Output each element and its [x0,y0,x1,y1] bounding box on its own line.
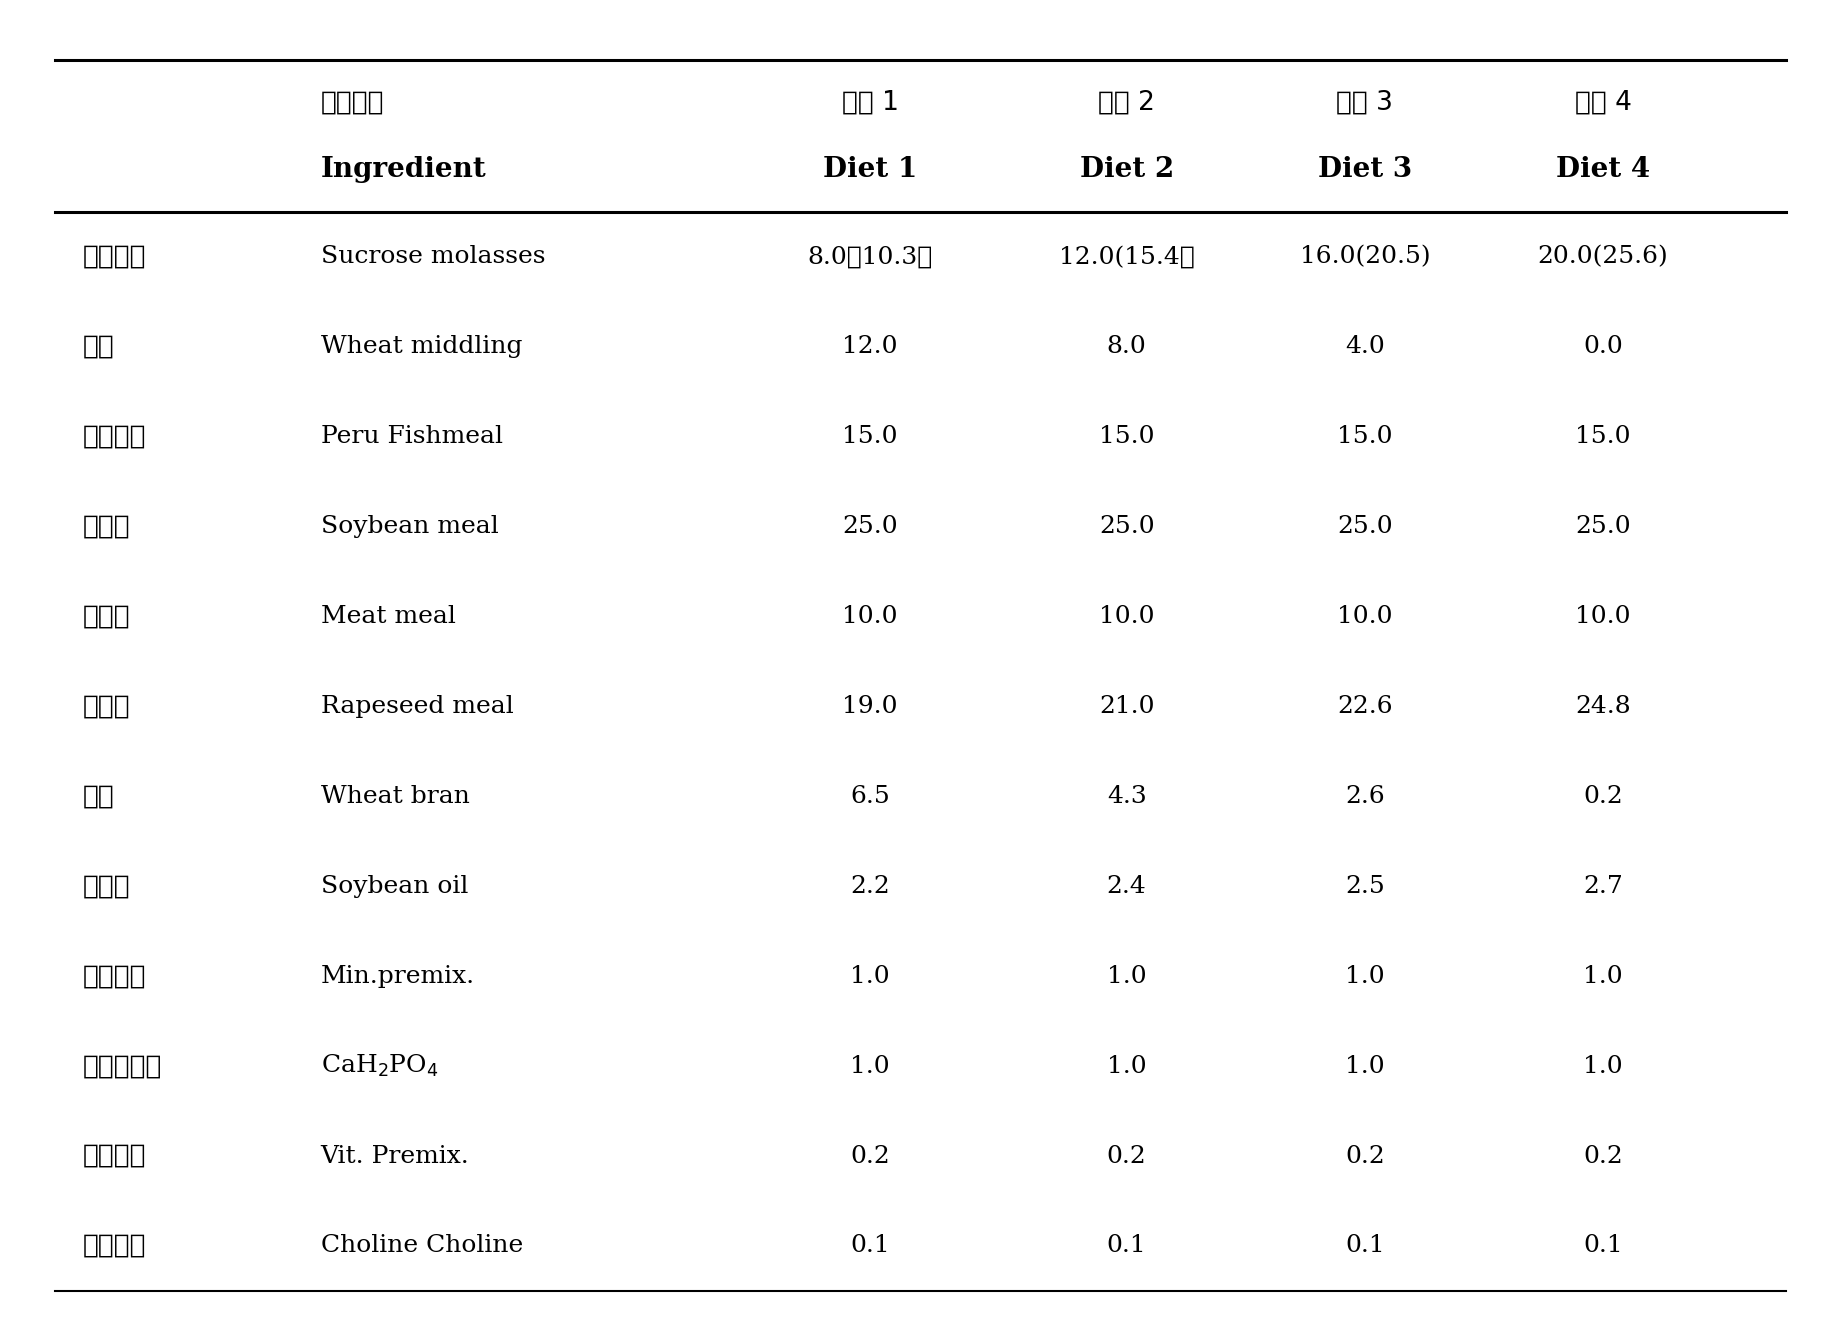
Text: 0.2: 0.2 [1583,1144,1623,1168]
Text: 2.5: 2.5 [1345,875,1385,898]
Text: 15.0: 15.0 [843,425,898,448]
Text: 0.1: 0.1 [850,1234,890,1258]
Text: 25.0: 25.0 [843,515,898,538]
Text: 20.0(25.6): 20.0(25.6) [1537,245,1669,269]
Text: 10.0: 10.0 [1576,605,1630,628]
Text: 秘鲁鱼粉: 秘鲁鱼粉 [82,424,147,450]
Text: 复合矿物: 复合矿物 [82,963,147,989]
Text: 0.2: 0.2 [850,1144,890,1168]
Text: 1.0: 1.0 [850,965,890,988]
Text: Peru Fishmeal: Peru Fishmeal [321,425,502,448]
Text: 1.0: 1.0 [1345,965,1385,988]
Text: Diet 2: Diet 2 [1079,156,1174,183]
Text: 0.1: 0.1 [1345,1234,1385,1258]
Text: 麦麸: 麦麸 [82,784,114,809]
Text: 日粮 3: 日粮 3 [1336,89,1394,115]
Text: 1.0: 1.0 [1583,965,1623,988]
Text: 复合多维: 复合多维 [82,1143,147,1169]
Text: 2.7: 2.7 [1583,875,1623,898]
Text: 0.0: 0.0 [1583,335,1623,359]
Text: 1.0: 1.0 [1345,1055,1385,1078]
Text: 15.0: 15.0 [1576,425,1630,448]
Text: Choline Choline: Choline Choline [321,1234,522,1258]
Text: 1.0: 1.0 [850,1055,890,1078]
Text: Rapeseed meal: Rapeseed meal [321,695,513,718]
Text: Min.premix.: Min.premix. [321,965,474,988]
Text: 15.0: 15.0 [1099,425,1154,448]
Text: 21.0: 21.0 [1099,695,1154,718]
Text: 2.4: 2.4 [1107,875,1147,898]
Text: 磷酸二氢钙: 磷酸二氢钙 [82,1053,161,1079]
Text: 19.0: 19.0 [843,695,898,718]
Text: 1.0: 1.0 [1107,965,1147,988]
Text: 25.0: 25.0 [1099,515,1154,538]
Text: 0.2: 0.2 [1107,1144,1147,1168]
Text: 10.0: 10.0 [1099,605,1154,628]
Text: Soybean oil: Soybean oil [321,875,467,898]
Text: 肉骨粉: 肉骨粉 [82,604,130,629]
Text: 日粮 2: 日粮 2 [1097,89,1156,115]
Text: Meat meal: Meat meal [321,605,456,628]
Text: 0.2: 0.2 [1583,785,1623,808]
Text: 0.2: 0.2 [1345,1144,1385,1168]
Text: 4.0: 4.0 [1345,335,1385,359]
Text: 25.0: 25.0 [1337,515,1392,538]
Text: Wheat middling: Wheat middling [321,335,522,359]
Text: 4.3: 4.3 [1107,785,1147,808]
Text: 1.0: 1.0 [1583,1055,1623,1078]
Text: 6.5: 6.5 [850,785,890,808]
Text: Ingredient: Ingredient [321,156,485,183]
Text: 22.6: 22.6 [1337,695,1392,718]
Text: 1.0: 1.0 [1107,1055,1147,1078]
Text: CaH$_2$PO$_4$: CaH$_2$PO$_4$ [321,1053,438,1079]
Text: 10.0: 10.0 [843,605,898,628]
Text: Diet 4: Diet 4 [1555,156,1651,183]
Text: 大豆油: 大豆油 [82,874,130,899]
Text: 2.2: 2.2 [850,875,890,898]
Text: Soybean meal: Soybean meal [321,515,498,538]
Text: Sucrose molasses: Sucrose molasses [321,245,546,269]
Text: 8.0（10.3）: 8.0（10.3） [808,245,932,269]
Text: 16.0(20.5): 16.0(20.5) [1299,245,1431,269]
Text: 原料名称: 原料名称 [321,89,385,115]
Text: 0.1: 0.1 [1107,1234,1147,1258]
Text: Diet 1: Diet 1 [823,156,918,183]
Text: 日粮 1: 日粮 1 [841,89,900,115]
Text: 2.6: 2.6 [1345,785,1385,808]
Text: 菜籽粕: 菜籽粕 [82,694,130,719]
Text: 12.0(15.4）: 12.0(15.4） [1059,245,1194,269]
Text: 12.0: 12.0 [843,335,898,359]
Text: Vit. Premix.: Vit. Premix. [321,1144,469,1168]
Text: 24.8: 24.8 [1576,695,1630,718]
Text: Diet 3: Diet 3 [1317,156,1412,183]
Text: 日粮 4: 日粮 4 [1574,89,1632,115]
Text: 10.0: 10.0 [1337,605,1392,628]
Text: 8.0: 8.0 [1107,335,1147,359]
Text: Wheat bran: Wheat bran [321,785,469,808]
Text: 氯化胆碱: 氯化胆碱 [82,1233,147,1259]
Text: 15.0: 15.0 [1337,425,1392,448]
Text: 蔗糖糖蜜: 蔗糖糖蜜 [82,244,147,270]
Text: 25.0: 25.0 [1576,515,1630,538]
Text: 次粉: 次粉 [82,334,114,360]
Text: 0.1: 0.1 [1583,1234,1623,1258]
Text: 大豆粕: 大豆粕 [82,514,130,540]
